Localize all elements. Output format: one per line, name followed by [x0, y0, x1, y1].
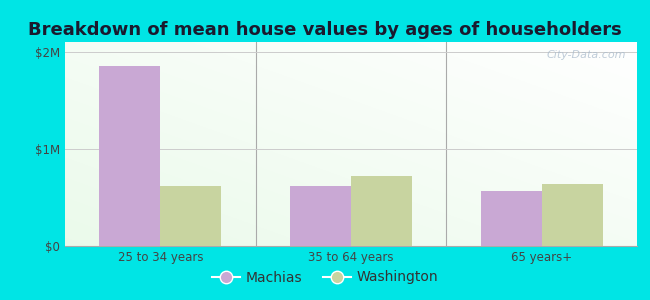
Bar	[541, 184, 603, 246]
Bar	[99, 66, 161, 246]
Legend: Machias, Washington: Machias, Washington	[207, 265, 443, 290]
Bar	[161, 186, 222, 246]
Text: City-Data.com: City-Data.com	[546, 50, 625, 60]
Bar	[351, 176, 412, 246]
Bar	[290, 186, 351, 246]
Text: Breakdown of mean house values by ages of householders: Breakdown of mean house values by ages o…	[28, 21, 622, 39]
Bar	[480, 190, 541, 246]
